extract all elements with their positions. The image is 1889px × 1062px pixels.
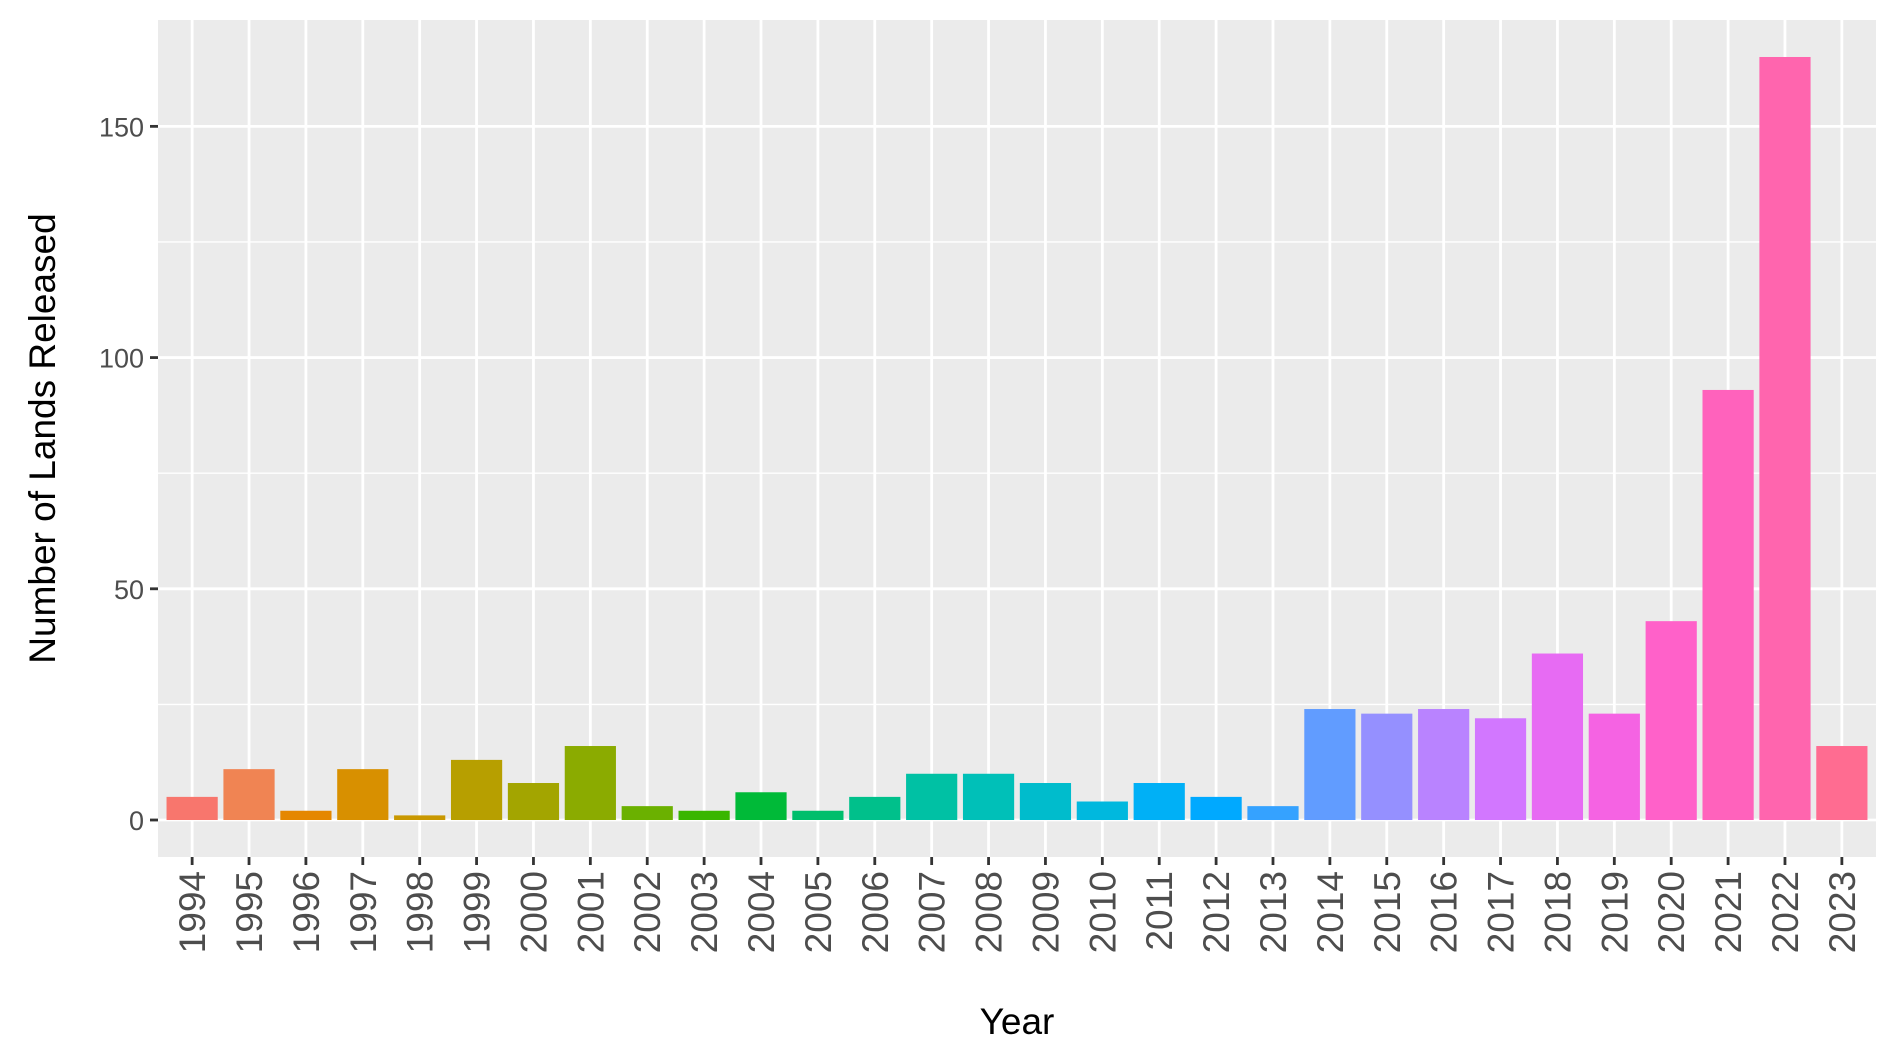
bar-2010 [1076, 801, 1128, 821]
x-tick-label: 2006 [855, 871, 896, 953]
bar-2012 [1190, 796, 1242, 821]
bar-2021 [1702, 389, 1754, 821]
bar-2023 [1816, 746, 1868, 821]
bar-2006 [849, 796, 901, 821]
bar-2013 [1247, 806, 1299, 821]
bar-1998 [394, 815, 446, 821]
x-tick-label: 2020 [1651, 871, 1692, 953]
x-tick-label: 2017 [1481, 871, 1522, 953]
bar-2000 [507, 783, 560, 821]
y-tick-label: 150 [99, 112, 144, 142]
bar-1995 [223, 769, 275, 821]
x-tick-label: 1996 [286, 871, 327, 953]
x-tick-label: 2022 [1765, 871, 1806, 953]
bar-2008 [962, 773, 1015, 821]
grid-minor [158, 241, 1876, 706]
x-tick-label: 2001 [570, 871, 611, 953]
bar-1997 [337, 769, 389, 821]
bar-2001 [564, 746, 616, 821]
x-tick-label: 2004 [741, 871, 782, 953]
bar-1996 [280, 810, 332, 821]
bar-2022 [1759, 56, 1811, 821]
y-tick-label: 50 [114, 575, 144, 605]
x-tick-label: 2002 [627, 871, 668, 953]
bar-2016 [1418, 709, 1470, 821]
bar-2017 [1474, 718, 1527, 821]
x-tick-label: 2019 [1594, 871, 1635, 953]
x-tick-label: 2010 [1082, 871, 1123, 953]
y-axis: 0 50 100 150 [99, 112, 158, 836]
x-tick-label: 1999 [457, 871, 498, 953]
x-tick-label: 2023 [1822, 871, 1863, 953]
bar-1999 [450, 759, 503, 821]
bar-2019 [1588, 713, 1640, 821]
x-tick-label: 1998 [400, 871, 441, 953]
x-tick-label: 2021 [1708, 871, 1749, 953]
x-axis: 1994 1995 1996 1997 1998 1999 2000 2001 2002 2003… [172, 857, 1863, 953]
y-tick-label: 100 [99, 344, 144, 374]
bar-2004 [735, 792, 787, 821]
x-tick-label: 2013 [1253, 871, 1294, 953]
x-tick-label: 2012 [1196, 871, 1237, 953]
bar-2011 [1133, 783, 1185, 821]
x-tick-label: 2007 [912, 871, 953, 953]
bar-2003 [678, 810, 730, 821]
bar-2002 [621, 806, 673, 821]
bar-2009 [1019, 783, 1072, 821]
bars [166, 56, 1868, 821]
bar-2018 [1531, 653, 1584, 821]
x-tick-label: 1994 [172, 871, 213, 953]
x-tick-label: 2005 [798, 871, 839, 953]
x-axis-title: Year [980, 1001, 1055, 1042]
x-tick-label: 2015 [1367, 871, 1408, 953]
x-tick-label: 2016 [1424, 871, 1465, 953]
x-tick-label: 2011 [1139, 871, 1180, 951]
x-tick-label: 2008 [969, 871, 1010, 953]
x-tick-label: 1995 [229, 871, 270, 953]
bar-2020 [1645, 621, 1697, 821]
x-tick-label: 2000 [513, 871, 554, 953]
x-tick-label: 2009 [1025, 871, 1066, 953]
x-tick-label: 2014 [1310, 871, 1351, 953]
bar-2007 [906, 773, 958, 821]
x-tick-label: 2003 [684, 871, 725, 953]
x-tick-label: 1997 [343, 871, 384, 953]
x-tick-label: 2018 [1537, 871, 1578, 953]
bar-2014 [1304, 709, 1356, 821]
y-axis-title: Number of Lands Released [22, 213, 63, 663]
y-tick-label: 0 [129, 806, 144, 836]
bar-1994 [166, 796, 218, 821]
bar-2005 [792, 810, 844, 821]
bar-2015 [1361, 713, 1413, 821]
